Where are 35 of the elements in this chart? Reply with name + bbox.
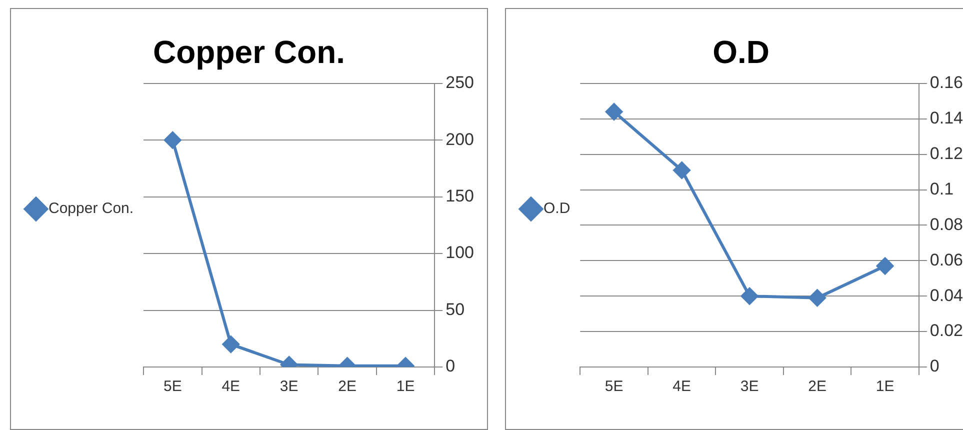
point: [164, 132, 182, 149]
y-tick-label: 0.04: [930, 286, 963, 305]
y-tick-label: 0.12: [930, 144, 963, 163]
legend-label: O.D: [544, 200, 570, 218]
point: [808, 289, 826, 306]
x-tick-label: 1E: [396, 378, 415, 396]
y-tick-label: 0.16: [930, 73, 963, 92]
y-tick-label: 100: [446, 243, 474, 262]
chart-title: O.D: [712, 34, 770, 70]
y-tick-label: 0.08: [930, 214, 963, 234]
x-tick-label: 4E: [672, 378, 691, 396]
x-tick-label: 1E: [876, 378, 894, 396]
y-tick-label: 0: [930, 356, 940, 376]
y-tick-label: 0.02: [930, 321, 963, 340]
y-tick-label: 200: [446, 130, 474, 149]
x-tick-label: 3E: [280, 378, 298, 396]
x-tick-label: 5E: [163, 378, 182, 396]
point: [876, 257, 894, 274]
y-tick-label: 0.14: [930, 108, 963, 128]
x-tick-label: 3E: [740, 378, 759, 396]
y-tick-label: 50: [446, 300, 465, 319]
x-tick-label: 5E: [604, 378, 624, 396]
x-tick-label: 4E: [222, 378, 240, 396]
legend-label: Copper Con.: [48, 200, 134, 218]
y-tick-label: 0.1: [930, 179, 954, 198]
y-tick-label: 250: [446, 73, 474, 92]
y-tick-label: 0: [446, 356, 456, 376]
x-tick-label: 2E: [808, 378, 826, 396]
point: [606, 103, 623, 120]
point: [673, 162, 690, 179]
point: [741, 288, 758, 305]
x-tick-label: 2E: [338, 378, 356, 396]
y-tick-label: 150: [446, 186, 474, 206]
y-tick-label: 0.06: [930, 250, 963, 270]
chart-title: Copper Con.: [153, 34, 345, 70]
